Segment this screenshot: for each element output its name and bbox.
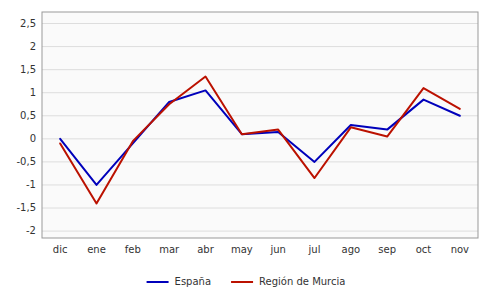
y-tick-label: -1,5: [16, 202, 36, 213]
plot-area: [42, 12, 478, 238]
y-axis: -2 -1,5 -1 -0,5 0 0,5 1 1,5 2 2,5: [16, 18, 478, 237]
x-tick-label: sep: [378, 244, 396, 255]
legend-label: España: [175, 276, 211, 287]
y-tick-label: -1: [26, 179, 36, 190]
y-tick-label: -2: [26, 225, 36, 236]
x-tick-label: abr: [197, 244, 214, 255]
x-tick-label: jul: [308, 244, 321, 255]
chart: -2 -1,5 -1 -0,5 0 0,5 1 1,5 2 2,5 dic ene feb mar abr m…: [0, 0, 492, 300]
grid-line: [42, 231, 478, 232]
x-tick-label: jun: [269, 244, 285, 255]
x-tick-label: dic: [53, 244, 68, 255]
legend-swatch: [231, 281, 253, 283]
grid-line: [42, 208, 478, 209]
legend-item: Región de Murcia: [231, 276, 345, 287]
grid-line: [42, 92, 478, 93]
grid-line: [42, 115, 478, 116]
x-tick-label: mar: [159, 244, 180, 255]
x-axis: dic ene feb mar abr may jun jul ago sep oct nov: [53, 244, 469, 255]
y-tick-label: 0,5: [20, 110, 36, 121]
y-tick-label: 0: [30, 133, 36, 144]
legend-swatch: [147, 281, 169, 283]
grid-line: [42, 69, 478, 70]
legend-item: España: [147, 276, 211, 287]
lines: [60, 77, 460, 204]
y-tick-label: 2,5: [20, 18, 36, 29]
grid-line: [42, 23, 478, 24]
plot-frame: [42, 12, 478, 238]
grid-line: [42, 46, 478, 47]
y-tick-label: 1: [30, 87, 36, 98]
y-tick-label: 1,5: [20, 64, 36, 75]
x-tick-label: ago: [342, 244, 361, 255]
x-tick-label: ene: [87, 244, 106, 255]
grid-line: [42, 138, 478, 139]
legend-label: Región de Murcia: [259, 276, 345, 287]
y-tick-label: -0,5: [16, 156, 36, 167]
y-tick-label: 2: [30, 41, 36, 52]
series-line: [60, 77, 460, 204]
legend: España Región de Murcia: [147, 276, 346, 287]
x-tick-label: may: [231, 244, 253, 255]
x-tick-label: oct: [416, 244, 432, 255]
x-tick-label: nov: [451, 244, 469, 255]
grid-line: [42, 161, 478, 162]
x-tick-label: feb: [125, 244, 141, 255]
series-line: [60, 90, 460, 185]
